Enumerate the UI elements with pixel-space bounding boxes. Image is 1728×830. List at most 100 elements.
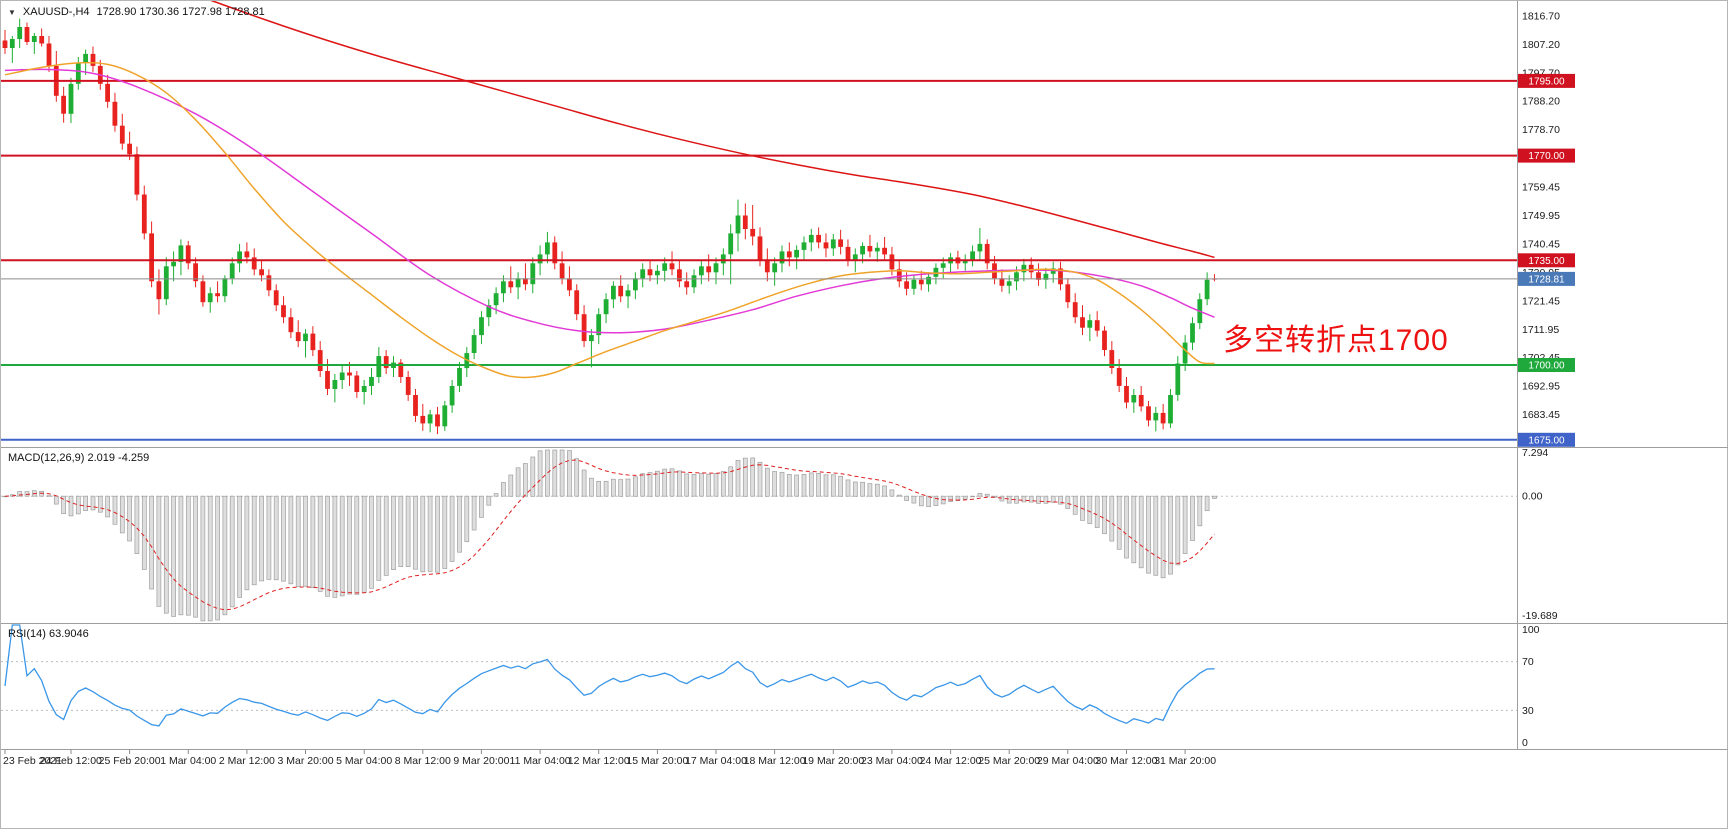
macd-bar — [1021, 495, 1027, 503]
candle-body — [926, 276, 931, 285]
indicator-axes[interactable]: 7.294 0.00 -19.689 100 70 30 0 — [1522, 447, 1558, 749]
macd-bar — [779, 472, 785, 497]
macd-bar — [281, 495, 286, 582]
macd-bar — [259, 495, 264, 582]
macd-bar — [691, 474, 697, 497]
macd-bar — [391, 495, 396, 570]
candle-body — [273, 290, 279, 306]
candle-body — [479, 317, 484, 336]
svg-text:1700.00: 1700.00 — [1528, 361, 1565, 372]
rsi-line — [4, 624, 1215, 727]
macd-panel[interactable] — [1, 449, 1517, 622]
main-price-panel[interactable] — [1, 1, 1517, 441]
candle-body — [354, 375, 360, 392]
svg-text:1692.95: 1692.95 — [1522, 381, 1560, 393]
macd-bar — [288, 495, 294, 585]
macd-bar — [1160, 495, 1166, 579]
candle-body — [581, 314, 587, 342]
macd-bar — [757, 461, 763, 497]
macd-bar — [537, 450, 543, 497]
candle-body — [1072, 302, 1078, 318]
macd-bar — [816, 472, 821, 497]
price-badges: 1795.00 1770.00 1735.00 1700.00 1675.00 1728.… — [1518, 73, 1575, 447]
annotation-text[interactable]: 多空转折点1700 — [1223, 324, 1449, 357]
svg-text:1740.45: 1740.45 — [1522, 239, 1560, 251]
macd-bar — [794, 474, 799, 497]
macd-bar — [413, 495, 418, 570]
macd-bar — [119, 495, 125, 534]
macd-bar — [369, 495, 374, 589]
svg-text:0.00: 0.00 — [1522, 491, 1543, 503]
svg-text:1711.95: 1711.95 — [1522, 324, 1559, 336]
candle-body — [127, 143, 132, 155]
macd-bar — [918, 495, 924, 507]
macd-bar — [699, 473, 704, 497]
ohlc-values: 1728.90 1730.36 1727.98 1728.81 — [96, 6, 265, 18]
candle-body — [655, 270, 660, 276]
candle-body — [574, 290, 580, 315]
macd-bar — [750, 457, 756, 497]
rsi-panel[interactable] — [1, 624, 1517, 727]
macd-bar — [1087, 495, 1093, 524]
candle-body — [603, 299, 609, 315]
candle-body — [1065, 284, 1071, 303]
svg-text:12 Mar 12:00: 12 Mar 12:00 — [568, 755, 630, 767]
macd-bar — [852, 481, 858, 497]
svg-text:1816.70: 1816.70 — [1522, 10, 1560, 22]
svg-text:1759.45: 1759.45 — [1522, 182, 1560, 194]
macd-bar — [185, 495, 191, 616]
candle-body — [889, 254, 895, 270]
candle-body — [933, 267, 939, 277]
candle-body — [149, 233, 154, 282]
candle-body — [376, 356, 382, 377]
svg-text:1728.81: 1728.81 — [1528, 274, 1565, 285]
candle-body — [867, 246, 873, 252]
svg-text:100: 100 — [1522, 624, 1540, 636]
macd-bar — [999, 495, 1005, 502]
candle-body — [493, 293, 499, 306]
candle-body — [1109, 350, 1115, 368]
macd-bar — [303, 495, 308, 587]
candle-body — [552, 242, 558, 264]
level-lines[interactable] — [1, 79, 1517, 441]
candle-body — [882, 247, 887, 255]
candle-body — [39, 36, 45, 44]
macd-bar — [706, 473, 712, 497]
candle-body — [838, 239, 843, 247]
candle-body — [303, 333, 308, 342]
candle-body — [735, 215, 741, 234]
candle-body — [530, 263, 536, 285]
candle-body — [405, 377, 411, 395]
candle-body — [633, 278, 638, 291]
macd-bar — [46, 495, 52, 497]
macd-bar — [830, 474, 836, 497]
candle-body — [794, 249, 799, 258]
candle-body — [1006, 281, 1012, 286]
macd-bar — [1094, 495, 1100, 528]
macd-bar — [1050, 495, 1056, 503]
macd-bar — [501, 482, 506, 497]
candle-body — [171, 261, 176, 267]
panel-separators[interactable] — [1, 1, 1728, 750]
candle-body — [193, 263, 198, 282]
candle-body — [83, 53, 88, 63]
price-axis[interactable]: 1816.701807.201797.701788.201778.701759.… — [1522, 10, 1560, 421]
candle-body — [178, 245, 184, 262]
candle-body — [119, 125, 125, 144]
candle-body — [567, 278, 572, 291]
candle-body — [1094, 320, 1100, 331]
candle-body — [251, 257, 257, 270]
candle-body — [523, 278, 528, 285]
candle-body — [962, 259, 968, 264]
macd-bar — [1153, 495, 1159, 576]
macd-bar — [17, 491, 23, 497]
candle-body — [134, 154, 140, 195]
candle-body — [1146, 406, 1151, 421]
macd-bar — [845, 479, 851, 497]
macd-bar — [68, 495, 74, 517]
svg-text:19 Mar 20:00: 19 Mar 20:00 — [802, 755, 864, 767]
ma-slow-red — [210, 1, 1215, 259]
